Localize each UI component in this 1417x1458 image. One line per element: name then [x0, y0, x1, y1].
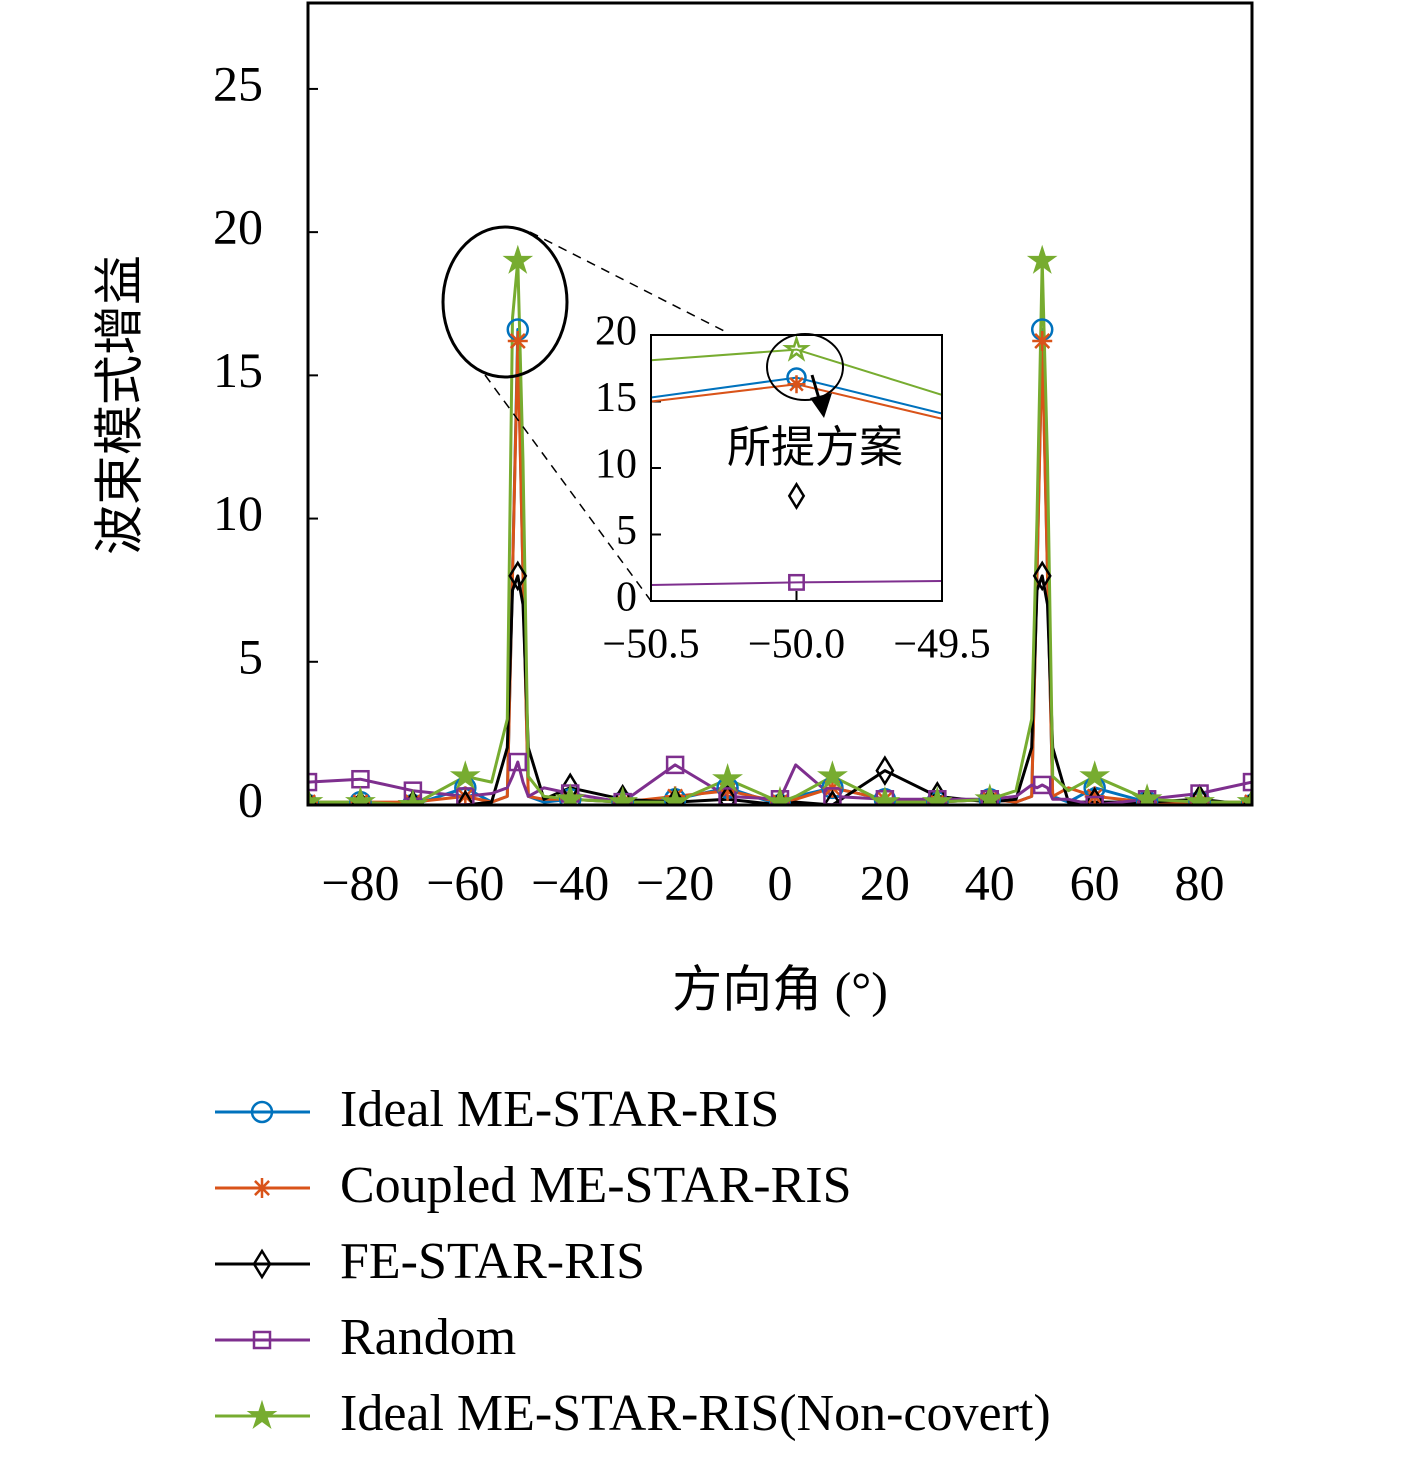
plot-area — [651, 335, 942, 591]
legend-marker — [252, 1248, 272, 1280]
y-tick-label: 15 — [595, 375, 637, 421]
y-tick-label: 10 — [213, 485, 263, 541]
legend-label: Ideal ME-STAR-RIS(Non-covert) — [340, 1385, 1051, 1442]
x-tick-label: −49.5 — [893, 622, 990, 668]
x-tick-label: −20 — [636, 854, 714, 910]
legend-label: Ideal ME-STAR-RIS — [340, 1081, 779, 1138]
plot-area — [308, 244, 1252, 805]
data-point — [455, 789, 475, 805]
series-line — [308, 760, 1252, 805]
data-point — [712, 763, 743, 793]
data-point — [607, 785, 639, 805]
y-tick-label: 5 — [238, 628, 263, 684]
x-tick-label: −40 — [531, 854, 609, 910]
series-line — [308, 574, 1252, 805]
x-tick-label: −50.0 — [748, 622, 845, 668]
data-point — [764, 785, 796, 805]
data-point — [1032, 330, 1053, 351]
data-point — [1032, 775, 1052, 795]
legend: Ideal ME-STAR-RIS Coupled ME-STAR-RIS FE-S… — [215, 1081, 1051, 1442]
inset-plot: 0 5 10 15 20 −50.5 −50.0 −49.5 — [595, 309, 991, 668]
series-line — [651, 580, 942, 586]
data-point — [502, 244, 534, 274]
data-point — [659, 785, 691, 805]
data-point — [822, 789, 842, 805]
data-point — [718, 783, 738, 805]
y-tick-label: 10 — [595, 442, 637, 488]
y-tick-label: 5 — [616, 508, 637, 554]
legend-marker — [252, 1178, 272, 1198]
x-axis-label: 方向角 (°) — [672, 961, 888, 1017]
data-point — [1079, 760, 1111, 790]
data-point — [1026, 244, 1058, 274]
data-point — [788, 573, 805, 591]
data-point — [345, 785, 376, 805]
data-point — [665, 755, 685, 775]
annotation-ellipse — [766, 333, 844, 401]
data-point — [875, 755, 895, 787]
data-point — [1236, 785, 1252, 805]
legend-marker — [250, 1100, 274, 1124]
data-point — [921, 785, 953, 805]
legend-marker — [246, 1399, 278, 1430]
data-point — [308, 772, 318, 792]
data-point — [782, 335, 811, 362]
x-tick-label: 60 — [1070, 854, 1120, 910]
series-line — [651, 348, 942, 396]
y-tick-label: 15 — [213, 342, 263, 398]
data-point — [455, 786, 476, 805]
zoom-connector — [529, 231, 729, 334]
y-tick-label: 20 — [213, 199, 263, 255]
y-axis-label: 波束模式增益 — [91, 255, 147, 555]
data-point — [1085, 795, 1104, 805]
legend-label: Coupled ME-STAR-RIS — [340, 1157, 852, 1214]
data-point — [507, 330, 528, 351]
data-point — [1032, 560, 1052, 592]
data-point — [869, 785, 901, 805]
data-point — [1242, 772, 1252, 792]
legend-label: Random — [340, 1309, 516, 1366]
legend-marker — [252, 1330, 272, 1350]
x-tick-label: −80 — [321, 854, 399, 910]
y-tick-label: 20 — [595, 309, 637, 355]
x-tick-label: −50.5 — [602, 622, 699, 668]
plot-frame — [306, 1, 1254, 807]
x-tick-label: −60 — [426, 854, 504, 910]
y-tick-label: 0 — [238, 771, 263, 827]
data-point — [1184, 785, 1215, 805]
data-point — [787, 375, 806, 394]
data-point — [817, 760, 848, 790]
main-plot: 0 5 10 15 20 25 −80 −60 −40 −20 0 20 40 60 80 — [213, 1, 1254, 910]
x-tick-label: 20 — [860, 854, 910, 910]
annotation: 所提方案 — [727, 423, 903, 472]
data-point — [308, 785, 324, 805]
y-tick-label: 25 — [213, 55, 263, 111]
data-point — [508, 752, 528, 772]
annotation-arrowhead — [810, 393, 832, 418]
y-tick-label: 0 — [616, 575, 637, 621]
data-point — [397, 788, 429, 805]
data-point — [449, 760, 481, 790]
data-point — [717, 780, 738, 801]
data-point — [1190, 783, 1210, 805]
zoom-ellipse — [441, 225, 569, 379]
x-tick-label: 80 — [1175, 854, 1225, 910]
x-tick-label: 0 — [768, 854, 793, 910]
data-point — [508, 560, 528, 592]
x-tick-label: 40 — [965, 854, 1015, 910]
legend-label: FE-STAR-RIS — [340, 1233, 645, 1290]
data-point — [787, 481, 806, 511]
